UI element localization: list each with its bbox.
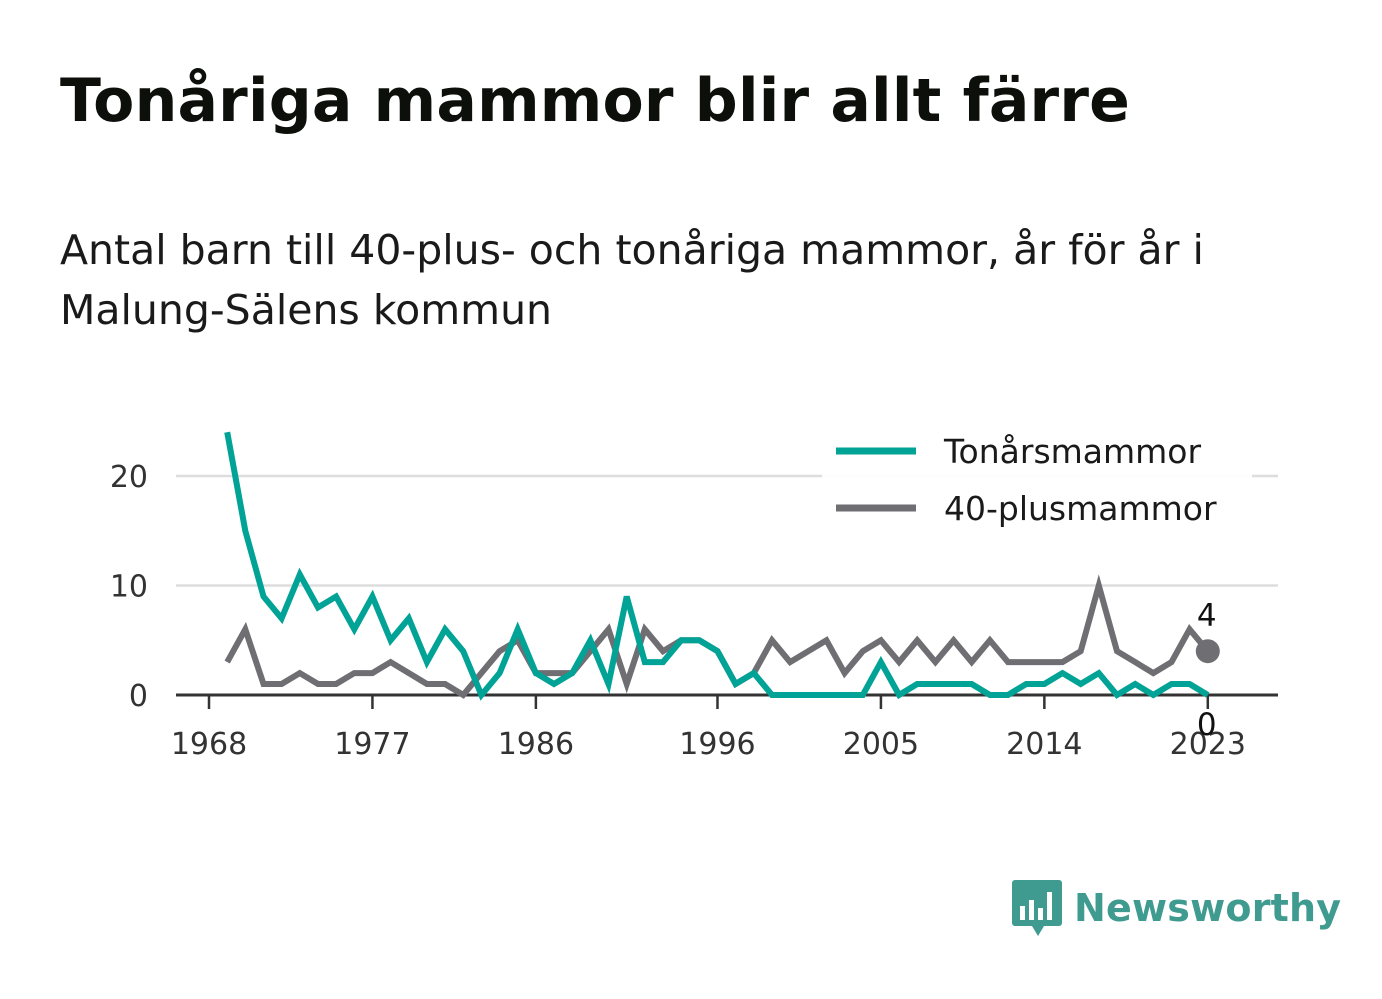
chart-subtitle: Antal barn till 40-plus- och tonåriga ma… bbox=[60, 226, 1204, 334]
x-tick-label: 1968 bbox=[171, 727, 247, 762]
newsworthy-brand: Newsworthy bbox=[1010, 878, 1341, 938]
legend: Tonårsmammor 40-plusmammor bbox=[822, 424, 1252, 534]
end-label-forty-plus: 4 bbox=[1197, 598, 1217, 634]
end-labels: 04 bbox=[1195, 598, 1220, 743]
legend-label-teens: Tonårsmammor bbox=[943, 432, 1201, 471]
end-point-forty-plus bbox=[1195, 639, 1220, 664]
series-line-teens bbox=[224, 431, 1210, 701]
x-tick-label: 1986 bbox=[498, 727, 574, 762]
x-tick-label: 2014 bbox=[1006, 727, 1082, 762]
x-tick-label: 1996 bbox=[679, 727, 755, 762]
legend-background bbox=[822, 424, 1252, 534]
legend-label-forty-plus: 40-plusmammor bbox=[944, 489, 1217, 528]
x-tick-label: 2023 bbox=[1170, 727, 1246, 762]
y-axis: 0 10 20 bbox=[110, 460, 148, 714]
x-axis: 1968 1977 1986 1996 2005 2014 2023 bbox=[171, 695, 1246, 762]
brand-name: Newsworthy bbox=[1074, 886, 1342, 930]
y-tick-label: 10 bbox=[110, 570, 148, 605]
x-tick-label: 2005 bbox=[843, 727, 919, 762]
end-label-teens: 0 bbox=[1197, 707, 1217, 743]
series-lines bbox=[224, 431, 1211, 701]
chart-title: Tonåriga mammor blir allt färre bbox=[60, 66, 1131, 136]
y-tick-label: 20 bbox=[110, 460, 148, 495]
x-tick-label: 1977 bbox=[334, 727, 410, 762]
newsworthy-logo-icon bbox=[1012, 880, 1062, 936]
y-tick-label: 0 bbox=[129, 679, 148, 714]
